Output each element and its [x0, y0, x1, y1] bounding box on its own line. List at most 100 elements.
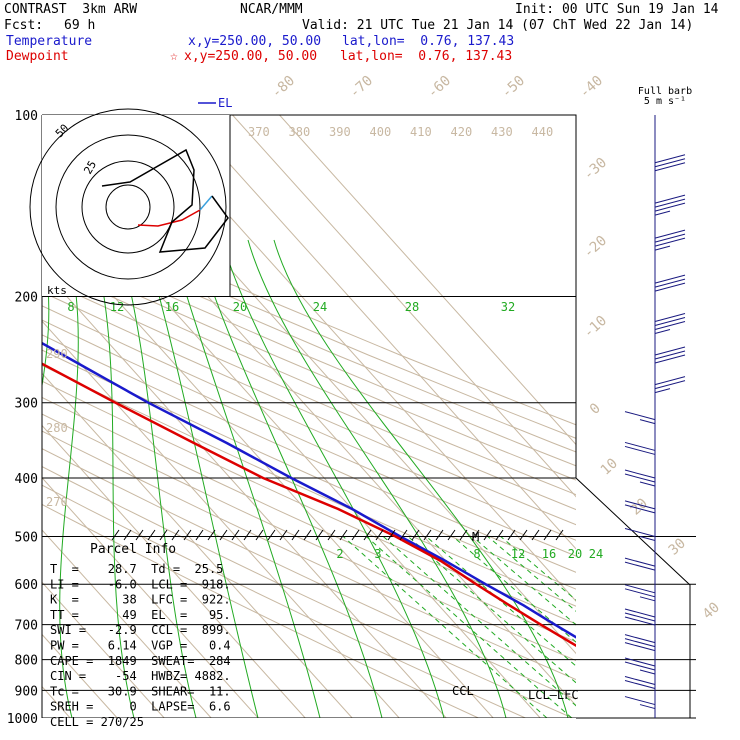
- hatch-mark: [507, 529, 516, 541]
- hatch-mark: [543, 529, 552, 541]
- wind-barb: [624, 527, 656, 537]
- wind-barb: [624, 557, 656, 567]
- parcel-info-row: PW = 6.14 VGP = 0.4: [50, 639, 231, 653]
- wind-barb: [624, 676, 656, 686]
- hatch-mark: [399, 529, 408, 541]
- wind-barb: [654, 282, 686, 292]
- hatch-mark: [231, 529, 240, 541]
- theta-label: 410: [410, 125, 432, 139]
- hodograph-ring: [81, 160, 175, 254]
- forecast-label: Fcst:: [4, 18, 44, 33]
- hatch-mark: [147, 529, 156, 541]
- wind-barb: [654, 328, 671, 334]
- hatch-mark: [351, 529, 360, 541]
- isotherm-line: [42, 424, 306, 718]
- theta-label: 290: [46, 347, 68, 361]
- hatch-mark: [555, 529, 564, 541]
- wind-barb: [654, 350, 686, 360]
- wind-barb: [624, 634, 656, 644]
- parcel-info-row: T = 28.7 Td = 25.5: [50, 562, 223, 576]
- moist-adiabat-line: [169, 239, 321, 718]
- isotherm-label: 0: [587, 400, 604, 418]
- isotherm-label: 30: [666, 535, 689, 558]
- wind-barb: [654, 162, 686, 172]
- parcel-info-row: CIN = -54 HWBZ= 4882.: [50, 669, 231, 683]
- isotherm-line: [232, 115, 576, 498]
- moist-adiabat-line: [59, 239, 79, 718]
- mixing-ratio-line: [452, 536, 576, 643]
- hodograph-trace-upper: [101, 148, 229, 253]
- wind-barb: [624, 469, 656, 479]
- hatch-mark: [159, 529, 168, 541]
- lcl-lfc-annotation: LCL—LFC: [528, 688, 579, 702]
- wind-barb: [624, 612, 656, 622]
- pressure-label: 1000: [7, 712, 38, 727]
- hodograph-trace-mid: [199, 195, 213, 211]
- valid-time: Valid: 21 UTC Tue 21 Jan 14 (07 ChT Wed …: [302, 18, 694, 33]
- dry-adiabat-line: [42, 277, 576, 511]
- wind-barb: [654, 158, 686, 168]
- dry-adiabat-line: [42, 466, 573, 718]
- model-source: NCAR/MMM: [240, 2, 303, 17]
- hatch-mark: [495, 529, 504, 541]
- dry-adiabat-line: [42, 250, 576, 481]
- dry-adiabat-line: [42, 448, 576, 700]
- wind-barb: [624, 441, 656, 451]
- hatch-mark: [303, 529, 312, 541]
- theta-label: 390: [329, 125, 351, 139]
- hatch-mark: [363, 529, 372, 541]
- wind-barb: [624, 588, 656, 598]
- mixing-ratio-label: 28: [405, 300, 419, 314]
- wind-barb: [624, 642, 656, 652]
- hatch-mark: [411, 529, 420, 541]
- mixing-ratio-label: 16: [542, 547, 556, 561]
- pressure-label: 600: [15, 578, 38, 593]
- parcel-info-title: Parcel Info: [90, 542, 176, 557]
- parcel-info-row: K = 38 LFC = 922.: [50, 593, 231, 607]
- hatch-mark: [327, 529, 336, 541]
- hodograph-axis-label: kts: [47, 284, 67, 297]
- wind-barb: [624, 473, 656, 483]
- wind-barb: [639, 669, 656, 675]
- hatch-mark: [459, 529, 468, 541]
- dry-adiabat-line: [42, 319, 576, 557]
- hatch-mark: [279, 529, 288, 541]
- mixing-ratio-label: 20: [568, 547, 582, 561]
- dry-adiabat-line: [42, 364, 576, 607]
- isotherm-label: -10: [581, 313, 611, 342]
- hatch-mark: [195, 529, 204, 541]
- hatch-mark: [315, 529, 324, 541]
- legend-dewpoint-label: Dewpoint: [6, 49, 69, 64]
- wind-barb-legend-unit: 5 m s⁻¹: [644, 96, 686, 107]
- wind-barb: [639, 704, 656, 710]
- mixing-ratio-label: 24: [589, 547, 603, 561]
- mixing-ratio-line: [407, 536, 576, 684]
- dry-adiabat-line: [42, 334, 576, 573]
- wind-barb: [654, 245, 671, 251]
- parcel-info-row: CELL = 270/25: [50, 715, 144, 729]
- ccl-annotation: CCL: [452, 684, 474, 698]
- hatch-mark: [135, 529, 144, 541]
- moist-adiabat-line: [91, 239, 135, 718]
- theta-label: 430: [491, 125, 513, 139]
- hodograph-trace-low: [137, 209, 201, 227]
- chart-title: CONTRAST 3km ARW: [4, 2, 138, 17]
- mixing-ratio-label: 32: [501, 300, 515, 314]
- isotherm-label: -70: [347, 73, 377, 102]
- pressure-label: 100: [15, 109, 38, 124]
- wind-barb: [624, 411, 656, 421]
- mixing-ratio-label: 3: [374, 547, 381, 561]
- isotherm-label: -50: [499, 73, 529, 102]
- moist-adiabat-line: [273, 239, 569, 718]
- dry-adiabat-line: [42, 305, 576, 541]
- hatch-mark: [387, 529, 396, 541]
- mixing-ratio-line: [471, 536, 576, 626]
- theta-label: 370: [248, 125, 270, 139]
- dry-adiabat-line: [42, 413, 576, 662]
- pressure-label: 300: [15, 397, 38, 412]
- mixing-ratio-label: 20: [233, 300, 247, 314]
- isotherm-label: -40: [577, 73, 607, 102]
- theta-label: 400: [370, 125, 392, 139]
- hatch-mark: [291, 529, 300, 541]
- dewpoint-profile-line: [42, 362, 576, 647]
